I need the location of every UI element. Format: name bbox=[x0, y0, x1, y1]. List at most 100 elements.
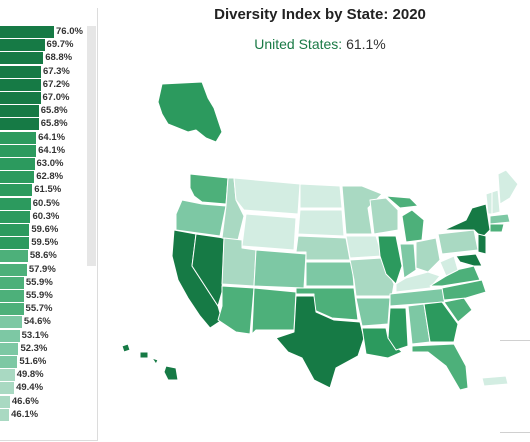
state-nevada bbox=[191, 233, 225, 307]
state-connecticut bbox=[489, 223, 505, 233]
bar-value-label: 55.7% bbox=[25, 303, 53, 315]
bar-row[interactable]: 55.9% bbox=[0, 290, 88, 303]
bar-value-label: 67.0% bbox=[42, 92, 70, 103]
chart-title: Diversity Index by State: 2020 bbox=[214, 6, 426, 23]
bar-value-label: 64.1% bbox=[38, 144, 66, 156]
state-oklahoma bbox=[295, 287, 359, 321]
state-minnesota bbox=[341, 185, 383, 235]
state-montana bbox=[233, 177, 301, 215]
bar-value-label: 59.5% bbox=[31, 237, 59, 249]
bar-row[interactable]: 62.8% bbox=[0, 171, 88, 184]
bar-value-label: 51.6% bbox=[19, 356, 47, 367]
bar bbox=[0, 118, 39, 131]
state-new-mexico bbox=[251, 287, 297, 335]
bar-row[interactable]: 51.6% bbox=[0, 356, 88, 369]
bar bbox=[0, 224, 30, 236]
national-summary: United States: 61.1% bbox=[150, 36, 490, 52]
us-choropleth-map[interactable] bbox=[110, 70, 530, 400]
state-bar-list: 76.0% 69.7% 68.8% 67.3% 67.2% 67.0% 65.8% 65.8%… bbox=[0, 0, 100, 442]
bar-row[interactable]: 49.8% bbox=[0, 369, 88, 382]
bar bbox=[0, 26, 54, 38]
bar-value-label: 53.1% bbox=[21, 329, 49, 341]
bar-value-label: 69.7% bbox=[46, 39, 74, 51]
bar-row[interactable]: 64.1% bbox=[0, 131, 88, 145]
bar-row[interactable]: 58.6% bbox=[0, 250, 88, 263]
bar-value-label: 57.9% bbox=[28, 263, 56, 275]
bar-list-frame bbox=[0, 8, 98, 441]
state-kansas bbox=[305, 261, 355, 287]
bar bbox=[0, 290, 24, 302]
bar-value-label: 52.3% bbox=[20, 342, 48, 354]
state-hawaii-3 bbox=[151, 357, 159, 365]
bar bbox=[0, 250, 28, 263]
bar-row[interactable]: 46.1% bbox=[0, 408, 88, 422]
bar-value-label: 55.9% bbox=[25, 276, 53, 288]
state-texas bbox=[275, 295, 365, 389]
bar-value-label: 76.0% bbox=[56, 26, 83, 37]
state-massachusetts bbox=[489, 213, 511, 225]
bar-row[interactable]: 60.3% bbox=[0, 210, 88, 224]
bar-row[interactable]: 59.5% bbox=[0, 237, 88, 250]
bar-row[interactable]: 65.8% bbox=[0, 118, 88, 131]
bar-value-label: 54.6% bbox=[23, 316, 51, 328]
state-iowa bbox=[345, 235, 383, 259]
bar-row[interactable]: 68.8% bbox=[0, 52, 88, 65]
bar-value-label: 55.9% bbox=[25, 290, 53, 301]
bar bbox=[0, 329, 20, 342]
state-pennsylvania bbox=[437, 229, 479, 255]
bar-row[interactable]: 76.0% bbox=[0, 26, 88, 39]
bar bbox=[0, 316, 22, 329]
bar-row[interactable]: 53.1% bbox=[0, 329, 88, 343]
bar-value-label: 49.4% bbox=[16, 382, 44, 394]
bar-row[interactable]: 57.9% bbox=[0, 263, 88, 277]
state-louisiana bbox=[361, 327, 403, 359]
state-west-virginia bbox=[439, 255, 459, 277]
territory-puerto-rico bbox=[481, 375, 509, 387]
bar-row[interactable]: 67.2% bbox=[0, 78, 88, 92]
bar-row[interactable]: 60.5% bbox=[0, 197, 88, 211]
state-michigan-upper bbox=[385, 195, 419, 209]
state-arizona bbox=[217, 285, 255, 335]
state-wisconsin bbox=[369, 197, 399, 235]
state-new-york bbox=[443, 203, 491, 239]
bar bbox=[0, 276, 24, 289]
bar-row[interactable]: 65.8% bbox=[0, 105, 88, 118]
bar-row[interactable]: 49.4% bbox=[0, 382, 88, 395]
bar-row[interactable]: 67.0% bbox=[0, 92, 88, 105]
bar-row[interactable]: 59.6% bbox=[0, 224, 88, 237]
bar-row[interactable]: 61.5% bbox=[0, 184, 88, 197]
bar bbox=[0, 408, 10, 421]
bar-row[interactable]: 55.9% bbox=[0, 276, 88, 290]
state-michigan bbox=[401, 209, 425, 243]
state-arkansas bbox=[355, 297, 391, 327]
bar-row[interactable]: 46.6% bbox=[0, 395, 88, 409]
bar-row[interactable]: 54.6% bbox=[0, 316, 88, 329]
state-florida bbox=[411, 343, 469, 391]
national-value: 61.1% bbox=[346, 36, 386, 52]
bar-row[interactable]: 63.0% bbox=[0, 158, 88, 171]
bar-value-label: 67.3% bbox=[42, 65, 70, 77]
bar-row[interactable]: 64.1% bbox=[0, 144, 88, 158]
state-hawaii-4 bbox=[163, 365, 179, 381]
state-ohio bbox=[415, 237, 441, 273]
bar bbox=[0, 52, 44, 65]
bar bbox=[0, 144, 37, 157]
bar-value-label: 46.1% bbox=[11, 408, 39, 420]
bar-value-label: 60.3% bbox=[32, 210, 60, 222]
bar-row[interactable]: 55.7% bbox=[0, 303, 88, 316]
state-wyoming bbox=[241, 213, 297, 251]
bar-row[interactable]: 69.7% bbox=[0, 39, 88, 52]
scrollbar[interactable] bbox=[87, 26, 96, 266]
bar-value-label: 59.6% bbox=[31, 224, 59, 235]
bar-value-label: 61.5% bbox=[34, 184, 62, 196]
bar-row[interactable]: 52.3% bbox=[0, 342, 88, 356]
bar-row[interactable]: 67.3% bbox=[0, 65, 88, 79]
state-alaska bbox=[157, 81, 223, 143]
state-washington bbox=[189, 173, 229, 205]
state-colorado bbox=[253, 249, 307, 289]
bar bbox=[0, 210, 31, 223]
bar bbox=[0, 342, 19, 355]
bar bbox=[0, 39, 45, 52]
bar bbox=[0, 105, 39, 118]
bar-value-label: 62.8% bbox=[36, 171, 64, 183]
